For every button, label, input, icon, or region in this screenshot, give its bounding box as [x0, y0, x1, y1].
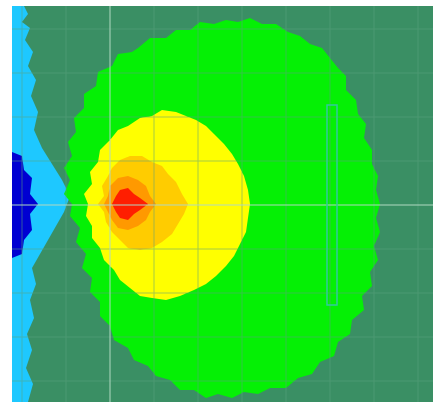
receiver-marker[interactable]: [326, 104, 338, 306]
left-light-blue-region: [12, 6, 70, 402]
red-zone: [112, 188, 148, 220]
